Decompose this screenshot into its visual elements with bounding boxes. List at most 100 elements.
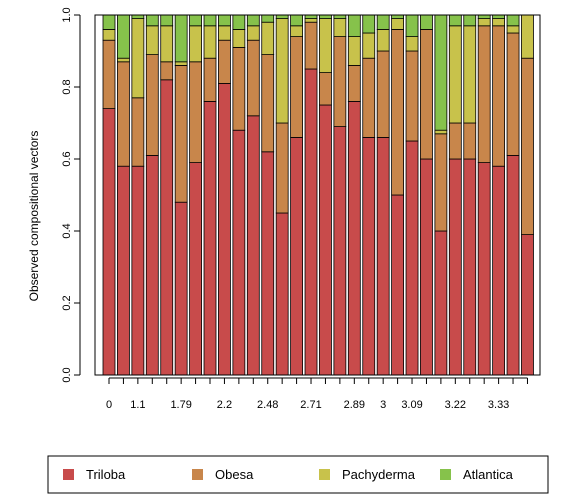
bar-segment-pachyderma-2	[131, 18, 145, 99]
bar-segment-triloba-20	[391, 194, 405, 376]
bar-segment-triloba-6	[189, 162, 202, 376]
bar-segment-obesa-7	[203, 57, 217, 102]
bar-segment-obesa-24	[448, 122, 462, 160]
x-tick-label: 2.89	[344, 399, 365, 411]
x-tick-label: 2.2	[217, 399, 232, 411]
bar-segment-obesa-20	[391, 28, 405, 196]
bar-segment-triloba-4	[160, 79, 174, 376]
bar-segment-obesa-0	[102, 39, 116, 110]
bar-segment-pachyderma-26	[477, 18, 491, 27]
bar-segment-triloba-16	[333, 126, 347, 376]
bar-segment-obesa-9	[232, 47, 246, 131]
bar-segment-obesa-11	[261, 54, 275, 153]
x-tick-label: 3.22	[445, 399, 466, 411]
bar-segment-atlantica-1	[117, 14, 130, 59]
bar-segment-triloba-28	[506, 154, 520, 376]
bar-segment-atlantica-15	[319, 14, 332, 19]
bar-segment-obesa-19	[376, 50, 390, 138]
bar-segment-obesa-4	[160, 61, 174, 81]
legend-label-triloba: Triloba	[86, 467, 126, 482]
bar-segment-obesa-29	[521, 57, 534, 235]
bar-segment-triloba-24	[448, 158, 462, 376]
bar-segment-atlantica-16	[333, 14, 347, 19]
bar-segment-pachyderma-4	[160, 25, 174, 63]
y-tick-label: 0.2	[61, 295, 73, 310]
x-tick-label: 2.48	[257, 399, 278, 411]
bar-segment-pachyderma-20	[391, 18, 405, 30]
bar-segment-triloba-5	[174, 201, 188, 376]
bar-segment-atlantica-24	[448, 14, 462, 27]
bar-segment-atlantica-12	[275, 14, 289, 19]
bar-segment-triloba-18	[362, 136, 376, 376]
bar-segment-atlantica-26	[477, 14, 491, 19]
bar-segment-obesa-2	[131, 97, 145, 167]
y-tick-label: 0.6	[61, 151, 73, 166]
bar-segment-pachyderma-1	[117, 57, 130, 63]
bar-segment-atlantica-9	[232, 14, 246, 30]
bar-segment-obesa-1	[117, 61, 130, 167]
x-tick-label: 1.79	[170, 399, 191, 411]
bar-segment-obesa-12	[275, 122, 289, 214]
bar-segment-triloba-2	[131, 165, 145, 376]
bar-segment-atlantica-4	[160, 14, 174, 27]
bar-segment-triloba-3	[145, 154, 159, 376]
bar-segment-pachyderma-9	[232, 28, 246, 48]
bar-segment-obesa-18	[362, 57, 376, 138]
bar-segment-atlantica-10	[246, 14, 260, 27]
bar-segment-atlantica-13	[290, 14, 303, 27]
bar-segment-pachyderma-23	[434, 129, 448, 135]
legend-label-atlantica: Atlantica	[463, 467, 514, 482]
legend: Triloba Obesa Pachyderma Atlantica	[47, 455, 549, 494]
bar-segment-obesa-3	[145, 54, 159, 156]
bar-segment-obesa-27	[492, 25, 506, 167]
y-tick-label: 0.8	[61, 79, 73, 94]
bar-segment-pachyderma-29	[521, 14, 534, 59]
bar-segment-pachyderma-21	[405, 36, 419, 52]
x-tick-label: 0	[106, 399, 112, 411]
bar-segment-obesa-25	[463, 122, 477, 160]
bar-segment-pachyderma-8	[218, 25, 231, 41]
bar-segment-triloba-7	[203, 101, 217, 376]
bar-segment-triloba-22	[420, 158, 433, 376]
legend-swatch-atlantica	[440, 469, 451, 480]
bar-segment-pachyderma-24	[448, 25, 462, 124]
bar-segment-atlantica-21	[405, 14, 419, 38]
bar-segment-pachyderma-13	[290, 25, 303, 37]
legend-label-pachyderma: Pachyderma	[342, 467, 416, 482]
bar-segment-pachyderma-10	[246, 25, 260, 41]
bar-segment-obesa-17	[347, 65, 361, 102]
bar-segment-obesa-5	[174, 65, 188, 203]
bar-segment-pachyderma-0	[102, 28, 116, 41]
bar-segment-atlantica-20	[391, 14, 405, 19]
bar-segment-triloba-10	[246, 115, 260, 376]
bar-segment-atlantica-18	[362, 14, 376, 34]
bar-segment-obesa-10	[246, 39, 260, 117]
y-axis: 0.0 0.2 0.4 0.6 0.8 1.0	[61, 7, 81, 383]
y-tick-label: 0.4	[61, 223, 73, 238]
bar-segment-pachyderma-12	[275, 18, 289, 124]
y-tick-label: 0.0	[61, 367, 73, 382]
bars-group	[102, 14, 534, 376]
bar-segment-pachyderma-7	[203, 25, 217, 59]
bar-segment-triloba-1	[117, 165, 130, 376]
legend-swatch-triloba	[63, 469, 74, 480]
bar-segment-triloba-29	[521, 234, 534, 376]
bar-segment-triloba-26	[477, 162, 491, 376]
bar-segment-atlantica-25	[463, 14, 477, 27]
bar-segment-triloba-15	[319, 104, 332, 376]
bar-segment-triloba-8	[218, 83, 231, 376]
plot-frame	[94, 14, 541, 376]
bar-segment-atlantica-0	[102, 14, 116, 30]
bar-segment-obesa-15	[319, 72, 332, 106]
bar-segment-atlantica-17	[347, 14, 361, 38]
bar-segment-triloba-14	[304, 68, 318, 376]
bar-segment-pachyderma-27	[492, 18, 506, 27]
bar-segment-atlantica-27	[492, 14, 506, 19]
bar-segment-atlantica-11	[261, 14, 275, 23]
bar-segment-pachyderma-25	[463, 25, 477, 124]
legend-swatch-pachyderma	[319, 469, 330, 480]
bar-segment-triloba-23	[434, 230, 448, 376]
bar-segment-pachyderma-17	[347, 36, 361, 66]
bar-segment-atlantica-5	[174, 14, 188, 63]
bar-segment-obesa-22	[420, 28, 433, 160]
